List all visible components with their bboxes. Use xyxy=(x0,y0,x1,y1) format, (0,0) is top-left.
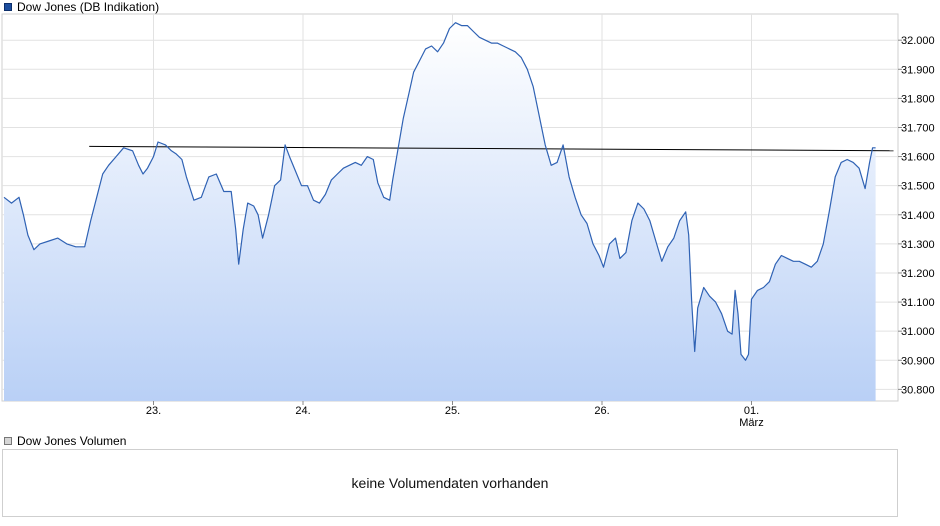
volume-legend: Dow Jones Volumen xyxy=(4,434,126,448)
y-tick-label: 31.600 xyxy=(901,152,935,164)
y-tick-label: 31.800 xyxy=(901,93,935,105)
volume-empty-message: keine Volumendaten vorhanden xyxy=(351,475,549,491)
y-tick-label: 32.000 xyxy=(901,35,935,47)
x-tick-label: 24. xyxy=(295,405,310,417)
price-legend: Dow Jones (DB Indikation) xyxy=(4,0,159,14)
y-tick-label: 31.000 xyxy=(901,326,935,338)
y-tick-label: 31.200 xyxy=(901,268,935,280)
price-area-fill xyxy=(4,22,876,401)
x-tick-sublabel: März xyxy=(739,417,763,429)
x-tick-label: 25. xyxy=(445,405,460,417)
price-legend-swatch xyxy=(4,3,12,11)
y-tick-label: 31.500 xyxy=(901,181,935,193)
volume-legend-label: Dow Jones Volumen xyxy=(17,434,127,448)
x-tick-label: 23. xyxy=(146,405,161,417)
y-tick-label: 31.900 xyxy=(901,64,935,76)
volume-panel: keine Volumendaten vorhanden xyxy=(2,449,898,517)
y-tick-label: 30.800 xyxy=(901,384,935,396)
reference-line xyxy=(89,145,894,152)
x-axis: 23. 24. 25. 26. 01.März xyxy=(146,401,764,429)
y-axis: 30.800 30.900 31.000 31.100 31.200 31.300 31.4… xyxy=(898,35,935,396)
y-tick-label: 31.400 xyxy=(901,210,935,222)
y-tick-label: 31.700 xyxy=(901,122,935,134)
price-chart: 30.800 30.900 31.000 31.100 31.200 31.300 31.4… xyxy=(1,13,935,429)
y-tick-label: 30.900 xyxy=(901,355,935,367)
y-tick-label: 31.100 xyxy=(901,297,935,309)
price-legend-label: Dow Jones (DB Indikation) xyxy=(17,0,160,14)
x-tick-label: 26. xyxy=(594,405,609,417)
y-tick-label: 31.300 xyxy=(901,239,935,251)
price-line xyxy=(3,22,876,361)
volume-legend-swatch xyxy=(4,437,12,445)
x-tick-label: 01. xyxy=(744,405,759,417)
